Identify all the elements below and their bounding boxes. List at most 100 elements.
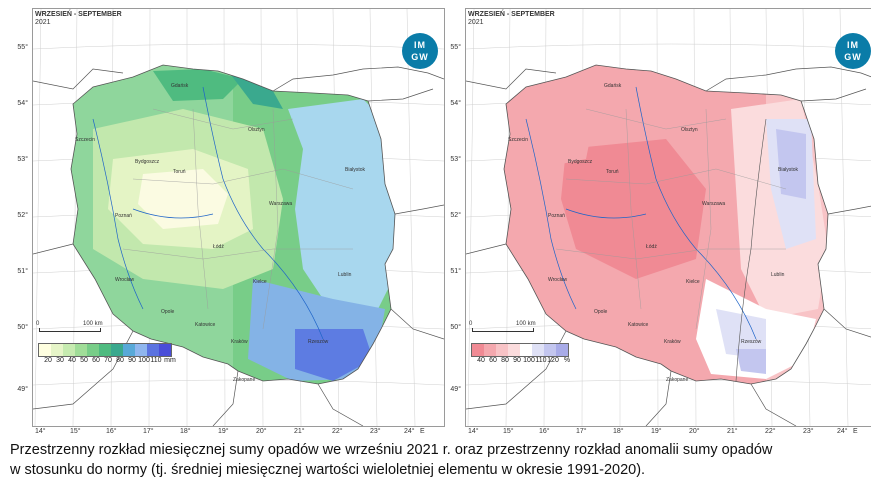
legend-swatch	[39, 344, 51, 356]
latitude-label: 54°	[450, 100, 461, 107]
neighbour-borders	[466, 66, 871, 426]
longitude-label: 23°	[803, 428, 814, 435]
legend-label: 110	[535, 357, 547, 364]
longitude-label: 19°	[218, 428, 229, 435]
legend-label: 20	[44, 357, 52, 364]
longitude-label: 23°	[370, 428, 381, 435]
precipitation-anomaly-map-graphic	[466, 9, 871, 426]
city-label: Warszawa	[702, 201, 726, 207]
city-label: Kraków	[664, 339, 681, 345]
voivodeship-borders	[122, 108, 354, 330]
figure-caption: Przestrzenny rozkład miesięcznej sumy op…	[10, 440, 865, 480]
city-label: Kielce	[686, 279, 700, 285]
voivodeship-borders	[555, 108, 787, 330]
latitude-label: 54°	[17, 100, 28, 107]
city-label: Lublin	[771, 272, 785, 278]
logo-text-bottom: GW	[844, 52, 862, 62]
legend-swatch	[135, 344, 147, 356]
city-label: Olsztyn	[248, 127, 265, 133]
latitude-label: 52°	[17, 212, 28, 219]
city-label: Opole	[161, 309, 175, 315]
poland-border	[503, 64, 829, 385]
scale-bar	[39, 328, 101, 332]
longitude-label: 22°	[332, 428, 343, 435]
city-label: Kielce	[253, 279, 267, 285]
norm-isoline	[735, 118, 767, 382]
legend-swatch	[532, 344, 544, 356]
precipitation-sum-map-graphic	[33, 9, 444, 426]
longitude-label: 16°	[106, 428, 117, 435]
longitude-suffix: E	[420, 428, 425, 435]
imgw-logo: IM GW	[402, 33, 438, 69]
latitude-label: 51°	[17, 268, 28, 275]
scale-label-0: 0	[469, 321, 473, 327]
city-label: Katowice	[195, 322, 216, 328]
legend-swatch	[159, 344, 171, 356]
city-label: Lublin	[338, 272, 352, 278]
legend-swatch	[147, 344, 159, 356]
precipitation-legend-labels: 20 30 40 50 60 70 80 90 100 110 mm	[42, 357, 176, 364]
anomaly-field	[504, 65, 828, 384]
longitude-label: 15°	[503, 428, 514, 435]
longitude-label: 14°	[468, 428, 479, 435]
city-label: Zakopane	[233, 377, 256, 383]
legend-label: 30	[56, 357, 64, 364]
map-header-year: 2021	[35, 19, 51, 26]
longitude-label: 24°	[404, 428, 415, 435]
latitude-label: 53°	[17, 156, 28, 163]
latitude-label: 49°	[17, 386, 28, 393]
city-label: Bydgoszcz	[135, 159, 160, 165]
legend-swatch	[544, 344, 556, 356]
city-label: Wrocław	[115, 277, 135, 283]
legend-swatch	[75, 344, 87, 356]
map-header-year: 2021	[468, 19, 484, 26]
poland-border	[70, 64, 396, 385]
longitude-label: 17°	[576, 428, 587, 435]
city-label: Poznań	[115, 213, 132, 219]
latitude-label: 55°	[17, 44, 28, 51]
longitude-label: 21°	[294, 428, 305, 435]
anomaly-legend	[471, 343, 569, 357]
legend-unit: %	[563, 357, 571, 364]
legend-swatch	[111, 344, 123, 356]
city-label: Opole	[594, 309, 608, 315]
latitude-label: 49°	[450, 386, 461, 393]
city-label: Szczecin	[75, 137, 96, 143]
legend-label: 100	[138, 357, 150, 364]
legend-label: 70	[104, 357, 112, 364]
legend-swatch	[484, 344, 496, 356]
longitude-label: 20°	[256, 428, 267, 435]
logo-text-top: IM	[847, 40, 859, 50]
legend-label: 40	[68, 357, 76, 364]
imgw-logo: IM GW	[835, 33, 871, 69]
precipitation-sum-map: WRZESIEŃ - SEPTEMBER 2021 IM GW Gdańsk O…	[32, 8, 445, 427]
latitude-label: 50°	[17, 324, 28, 331]
legend-swatch	[472, 344, 484, 356]
legend-label: 90	[513, 357, 521, 364]
legend-swatch	[508, 344, 520, 356]
city-label: Rzeszów	[308, 339, 329, 345]
longitude-label: 18°	[180, 428, 191, 435]
city-label: Warszawa	[269, 201, 293, 207]
caption-line-1: Przestrzenny rozkład miesięcznej sumy op…	[10, 442, 773, 458]
longitude-label: 24°	[837, 428, 848, 435]
rivers	[92, 86, 324, 340]
caption-line-2: w stosunku do normy (tj. średniej miesię…	[10, 462, 646, 478]
city-label: Szczecin	[508, 137, 529, 143]
longitude-label: 14°	[35, 428, 46, 435]
city-label: Kraków	[231, 339, 248, 345]
legend-label: 60	[92, 357, 100, 364]
legend-label: 120	[547, 357, 559, 364]
legend-unit: mm	[164, 357, 176, 364]
city-label: Poznań	[548, 213, 565, 219]
latitude-label: 52°	[450, 212, 461, 219]
legend-label: 100	[523, 357, 535, 364]
legend-label: 80	[116, 357, 124, 364]
logo-text-top: IM	[414, 40, 426, 50]
longitude-suffix: E	[853, 428, 858, 435]
legend-label: 40	[477, 357, 485, 364]
legend-label: 50	[80, 357, 88, 364]
legend-label: 80	[501, 357, 509, 364]
precipitation-field	[71, 65, 395, 384]
legend-swatch	[496, 344, 508, 356]
